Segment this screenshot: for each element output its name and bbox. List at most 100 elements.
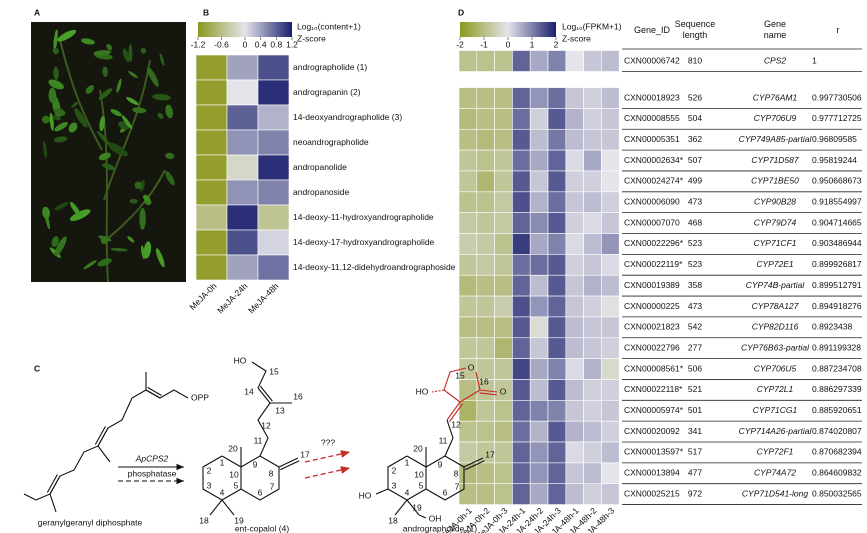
bond — [375, 488, 389, 495]
gene-id: CXN00022296* — [624, 238, 684, 248]
heatmap-cell — [601, 379, 620, 401]
table-header: Gene name — [763, 19, 787, 40]
row-label: andrographolide (1) — [293, 62, 367, 72]
gene-name: CYP79D74 — [754, 217, 797, 227]
correlation: 0.918554997 — [812, 197, 862, 207]
heatmap-cell — [476, 233, 495, 255]
heatmap-cell — [195, 129, 228, 156]
atom-number: 2 — [392, 465, 397, 475]
heatmap-cell — [494, 462, 513, 485]
leaf — [96, 130, 111, 146]
heatmap-cell — [512, 128, 531, 151]
atom-number: 14 — [244, 386, 254, 396]
heatmap-cell — [476, 462, 495, 485]
heatmap-cell — [494, 87, 513, 109]
correlation: 0.870682394 — [812, 447, 862, 457]
gene-name: CYP706U9 — [754, 113, 797, 123]
leaf — [98, 88, 113, 100]
leaf — [159, 53, 165, 66]
bond — [394, 499, 408, 516]
gene-name: CYP706U5 — [754, 363, 797, 373]
leaf — [121, 115, 133, 129]
correlation: 0.997730506 — [812, 92, 862, 102]
bond — [418, 514, 427, 519]
heatmap-cell — [529, 149, 549, 172]
heatmap-cell — [494, 50, 513, 72]
legend-tick-label: -1 — [480, 39, 488, 49]
ggpp-name: geranylgeranyl diphosphate — [38, 517, 143, 527]
column-label: MeJA-0h — [187, 281, 218, 312]
heatmap-cell — [494, 400, 513, 422]
heatmap-cell — [195, 229, 228, 256]
heatmap-cell — [565, 212, 584, 234]
bond — [97, 445, 111, 463]
legend-tick-label: 2 — [554, 39, 559, 49]
gene-id: CXN00000225 — [624, 301, 680, 311]
row-label: neoandrographolide — [293, 137, 369, 147]
sequence-length: 972 — [688, 488, 702, 498]
heatmap-cell — [458, 170, 478, 193]
heatmap-cell — [601, 441, 620, 464]
heatmap-cell — [458, 191, 478, 213]
atom-number: 9 — [438, 459, 443, 469]
heatmap-cell — [601, 420, 620, 443]
heatmap-cell — [476, 87, 495, 109]
stem — [59, 39, 166, 283]
heatmap-cell — [601, 191, 620, 213]
heatmap-cell — [601, 295, 620, 318]
heatmap-cell — [458, 441, 478, 464]
bond — [259, 385, 273, 402]
heatmap-cell — [494, 295, 513, 318]
heatmap-cell — [583, 462, 602, 485]
heatmap-cell — [195, 154, 228, 181]
leaf — [134, 181, 142, 189]
gene-name: CYP71CG1 — [753, 405, 798, 415]
oxygen: O — [500, 386, 507, 396]
sequence-length: 517 — [688, 447, 702, 457]
leaf — [107, 142, 128, 157]
atom-number: 16 — [479, 376, 489, 386]
heatmap-cell — [257, 79, 290, 106]
heatmap-cell — [583, 128, 602, 151]
sequence-length: 341 — [688, 426, 702, 436]
leaf — [71, 101, 79, 108]
leaf — [128, 43, 133, 63]
bond — [448, 403, 463, 423]
heatmap-cell — [458, 420, 478, 443]
heatmap-cell — [512, 50, 531, 72]
leaf — [48, 87, 57, 104]
heatmap-cell — [494, 108, 513, 130]
gene-name: CYP74B-partial — [746, 280, 806, 290]
legend-bar — [460, 22, 556, 37]
correlation: 0.96809585 — [812, 134, 857, 144]
heatmap-cell — [565, 462, 584, 485]
bond — [251, 361, 267, 389]
gene-id: CXN00024274* — [624, 176, 684, 186]
heatmap-cell — [547, 483, 567, 505]
heatmap-cell — [565, 274, 584, 297]
heatmap-cell — [512, 274, 531, 297]
heatmap-cell — [476, 483, 495, 505]
bond — [465, 460, 485, 471]
heatmap-cell — [583, 212, 602, 234]
heatmap-cell — [565, 149, 584, 172]
heatmap-cell — [458, 274, 478, 297]
leaf — [157, 112, 164, 119]
sequence-length: 504 — [688, 113, 702, 123]
heatmap-cell — [583, 358, 602, 380]
heatmap-cell — [601, 149, 620, 172]
heatmap-cell — [529, 295, 549, 318]
atom-number: 12 — [451, 419, 461, 429]
heatmap-cell — [529, 50, 549, 72]
atom-number: 20 — [228, 443, 238, 453]
heatmap-cell — [512, 149, 531, 172]
heatmap-cell — [583, 191, 602, 213]
leaf — [165, 104, 173, 119]
leaf — [70, 201, 81, 216]
bond — [443, 367, 467, 403]
heatmap-cell — [529, 191, 549, 213]
heatmap-cell — [529, 274, 549, 297]
leaf — [110, 247, 128, 252]
atom-number: 6 — [443, 487, 448, 497]
